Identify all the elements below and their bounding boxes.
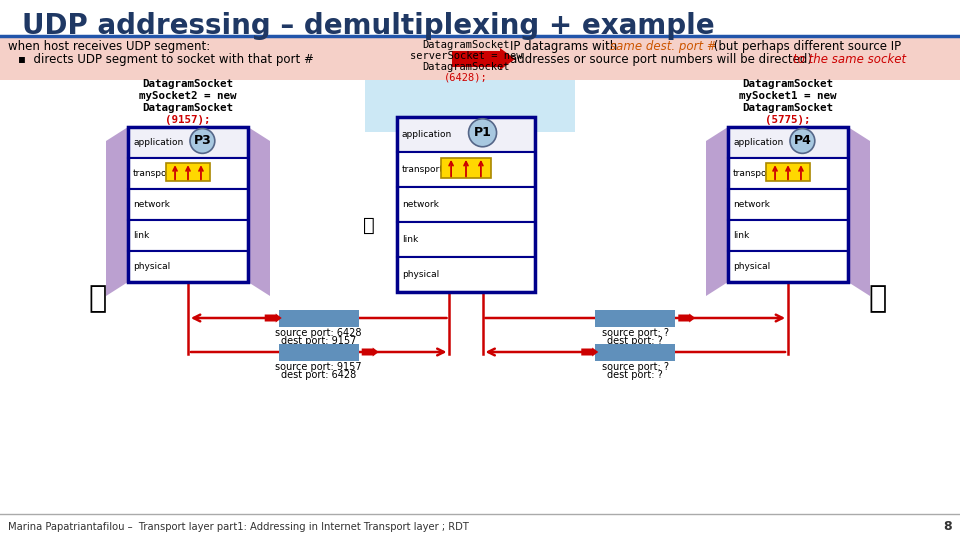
Polygon shape — [706, 127, 728, 296]
Bar — [278, 309, 359, 327]
Text: dest port: ?: dest port: ? — [608, 336, 663, 347]
Circle shape — [790, 129, 815, 153]
Text: network: network — [733, 200, 770, 209]
Text: DatagramSocket: DatagramSocket — [742, 103, 833, 113]
Text: application: application — [402, 130, 452, 139]
Circle shape — [468, 119, 496, 147]
Bar — [0, 37, 445, 80]
Text: Marina Papatriantafilou –  Transport layer part1: Addressing in Internet Transpo: Marina Papatriantafilou – Transport laye… — [8, 522, 468, 532]
Bar — [728, 220, 848, 251]
Text: source port: ?: source port: ? — [602, 328, 669, 339]
Text: physical: physical — [402, 270, 440, 279]
Text: 💻: 💻 — [869, 284, 887, 313]
FancyArrow shape — [581, 348, 598, 356]
Text: network: network — [133, 200, 170, 209]
Bar — [728, 251, 848, 282]
Text: (6428);: (6428); — [444, 73, 488, 83]
FancyArrow shape — [679, 314, 695, 322]
Text: mySocket1 = new: mySocket1 = new — [739, 91, 837, 101]
Text: addresses or source port numbers will be directed): addresses or source port numbers will be… — [510, 53, 816, 66]
Text: IP datagrams with: IP datagrams with — [510, 40, 621, 53]
Text: (but perhaps different source IP: (but perhaps different source IP — [710, 40, 901, 53]
Text: dest port: ?: dest port: ? — [608, 370, 663, 381]
Bar — [442, 158, 491, 178]
Polygon shape — [848, 127, 870, 296]
Text: 8: 8 — [944, 521, 952, 534]
Bar — [595, 343, 675, 361]
Text: UDP addressing – demultiplexing + example: UDP addressing – demultiplexing + exampl… — [22, 12, 714, 40]
Text: P3: P3 — [194, 134, 211, 147]
Bar — [128, 127, 248, 282]
Bar — [128, 251, 248, 282]
Polygon shape — [106, 127, 128, 296]
Bar — [397, 257, 535, 292]
Text: DatagramSocket: DatagramSocket — [142, 79, 233, 89]
Text: same dest. port #: same dest. port # — [610, 40, 717, 53]
Bar — [397, 117, 535, 292]
Text: DatagramSocket: DatagramSocket — [142, 103, 233, 113]
Bar — [278, 343, 359, 361]
Text: transport: transport — [133, 169, 175, 178]
Bar — [128, 220, 248, 251]
Bar — [128, 127, 248, 158]
Text: DatagramSocket: DatagramSocket — [422, 40, 510, 50]
Bar — [766, 163, 809, 181]
Text: physical: physical — [733, 262, 770, 271]
Bar — [397, 187, 535, 222]
Text: mySocket2 = new: mySocket2 = new — [139, 91, 237, 101]
Bar — [728, 127, 848, 282]
Bar — [728, 189, 848, 220]
Text: application: application — [733, 138, 783, 147]
Bar — [728, 127, 848, 158]
Bar — [397, 222, 535, 257]
Text: link: link — [402, 235, 419, 244]
Text: dest port: 6428: dest port: 6428 — [281, 370, 356, 381]
Text: serverSocket = new: serverSocket = new — [410, 51, 522, 61]
Text: transport: transport — [733, 169, 775, 178]
Text: DatagramSocket: DatagramSocket — [422, 62, 510, 72]
Text: 🖥: 🖥 — [89, 284, 108, 313]
Text: application: application — [133, 138, 183, 147]
Text: link: link — [733, 231, 749, 240]
Bar — [445, 37, 960, 80]
FancyArrow shape — [265, 314, 281, 322]
Text: P1: P1 — [473, 126, 492, 139]
FancyArrow shape — [362, 348, 378, 356]
Text: link: link — [133, 231, 149, 240]
FancyArrow shape — [452, 48, 515, 70]
Bar — [166, 163, 209, 181]
Text: ▪  directs UDP segment to socket with that port #: ▪ directs UDP segment to socket with tha… — [18, 53, 314, 66]
Text: source port: ?: source port: ? — [602, 362, 669, 373]
Text: to the same socket: to the same socket — [793, 53, 906, 66]
Text: P4: P4 — [794, 134, 811, 147]
Bar — [128, 158, 248, 189]
Text: source port: 6428: source port: 6428 — [276, 328, 362, 339]
Polygon shape — [248, 127, 270, 296]
Text: DatagramSocket: DatagramSocket — [742, 79, 833, 89]
Text: (9157);: (9157); — [165, 115, 211, 125]
Text: when host receives UDP segment:: when host receives UDP segment: — [8, 40, 210, 53]
Bar — [128, 189, 248, 220]
Bar — [365, 36, 575, 132]
Text: dest port: 9157: dest port: 9157 — [281, 336, 356, 347]
Bar — [397, 117, 535, 152]
Bar — [595, 309, 675, 327]
Text: 🖥: 🖥 — [363, 216, 374, 235]
Text: transport: transport — [402, 165, 444, 174]
Text: network: network — [402, 200, 439, 209]
Bar — [397, 152, 535, 187]
Bar — [728, 158, 848, 189]
Text: (5775);: (5775); — [765, 115, 811, 125]
Text: physical: physical — [133, 262, 170, 271]
Circle shape — [190, 129, 215, 153]
Text: source port: 9157: source port: 9157 — [276, 362, 362, 373]
